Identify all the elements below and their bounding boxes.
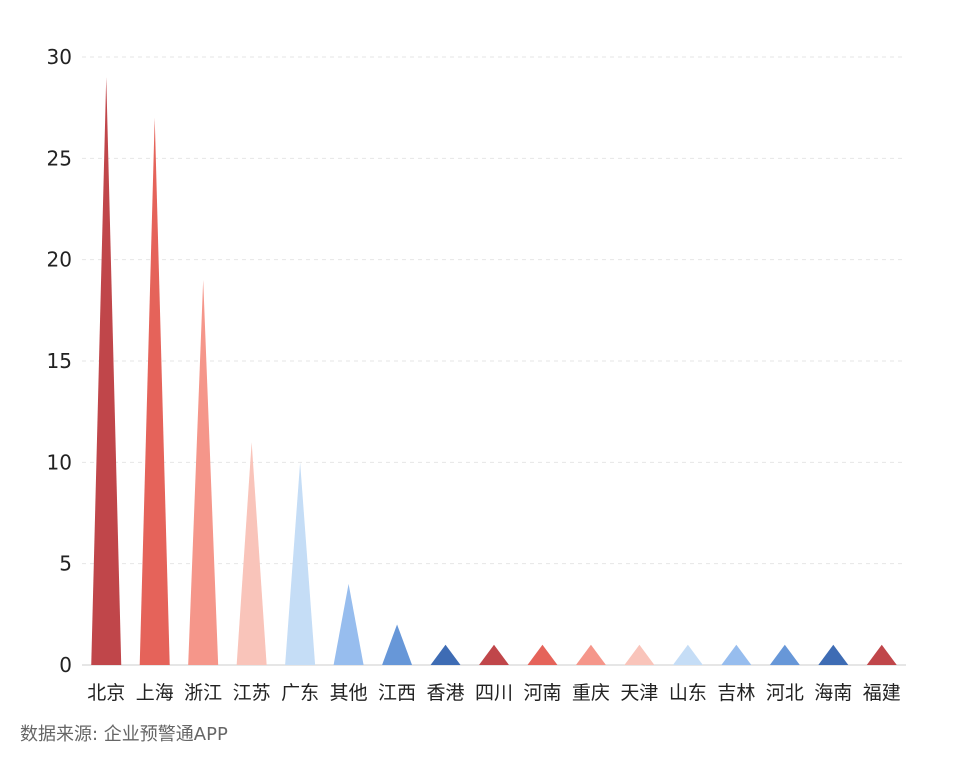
y-tick-label: 30 (47, 45, 72, 69)
bar-上海 (139, 117, 170, 666)
bar-香港 (430, 644, 461, 665)
y-tick-label: 10 (47, 450, 72, 474)
x-tick-label: 海南 (814, 682, 852, 704)
x-tick-label: 河北 (766, 682, 804, 704)
x-axis-labels: 北京 上海 浙江 江苏 广东 其他 江西 香港 四川 河南 重庆 天津 山东 吉林 河北 海南 福建 (87, 682, 901, 704)
x-tick-label: 浙江 (184, 682, 222, 704)
x-tick-label: 江西 (378, 682, 416, 704)
y-tick-label: 20 (47, 248, 72, 272)
x-tick-label: 重庆 (572, 682, 610, 704)
bar-广东 (285, 462, 316, 665)
x-tick-label: 河南 (523, 682, 561, 704)
x-tick-label: 天津 (620, 682, 658, 704)
x-tick-label: 上海 (136, 682, 174, 704)
y-tick-label: 15 (47, 349, 72, 373)
bar-吉林 (721, 644, 752, 665)
x-tick-label: 其他 (330, 682, 368, 704)
bar-江苏 (236, 442, 267, 665)
x-tick-label: 香港 (427, 682, 465, 704)
bars (91, 77, 897, 666)
bar-北京 (91, 77, 122, 666)
y-axis-ticks: 0 5 10 15 20 25 30 (47, 45, 72, 677)
y-tick-label: 0 (59, 653, 72, 677)
bar-重庆 (575, 644, 606, 665)
bar-天津 (624, 644, 655, 665)
source-note: 数据来源: 企业预警通APP (20, 724, 228, 745)
x-tick-label: 吉林 (717, 682, 755, 704)
bar-四川 (479, 644, 509, 665)
bar-其他 (333, 583, 364, 665)
bar-河北 (769, 644, 800, 665)
x-tick-label: 福建 (863, 682, 901, 704)
x-tick-label: 四川 (475, 682, 513, 704)
bar-浙江 (188, 279, 219, 665)
bar-福建 (866, 644, 897, 665)
x-tick-label: 广东 (281, 682, 319, 704)
x-tick-label: 山东 (669, 682, 707, 704)
y-tick-label: 5 (59, 552, 72, 576)
bar-江西 (382, 624, 413, 665)
y-tick-label: 25 (47, 146, 72, 170)
bar-海南 (818, 644, 849, 665)
bar-山东 (672, 644, 703, 665)
x-tick-label: 江苏 (233, 682, 271, 704)
bar-河南 (527, 644, 558, 665)
x-tick-label: 北京 (87, 682, 125, 704)
chart: 0 5 10 15 20 25 30 北京 上海 浙江 江苏 广东 其他 江西 香港 四川 河南 重庆 天津 山东吉… (47, 45, 906, 704)
gridlines (82, 56, 906, 565)
